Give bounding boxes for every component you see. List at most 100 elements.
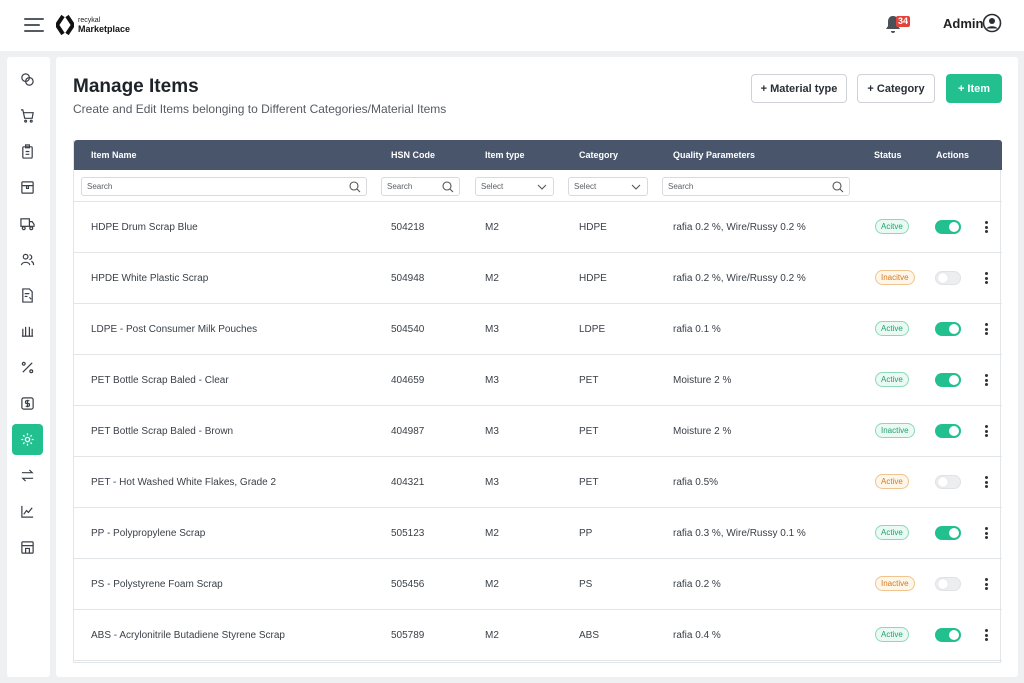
user-name[interactable]: Admin xyxy=(943,16,984,31)
more-options-icon[interactable] xyxy=(981,271,991,285)
item-type-cell: M3 xyxy=(485,477,499,488)
status-badge: Inacitve xyxy=(875,270,915,285)
table-row[interactable]: LDPE - Post Consumer Milk Pouches 504540 M… xyxy=(74,304,1002,355)
column-category[interactable]: Category xyxy=(579,150,619,160)
percent-icon xyxy=(21,361,34,374)
item-name-cell: LDPE - Post Consumer Milk Pouches xyxy=(91,324,258,335)
quality-parameters-cell: Moisture 2 % xyxy=(673,375,732,386)
sidebar-item-transfers[interactable] xyxy=(12,460,43,491)
item-type-cell: M2 xyxy=(485,579,499,590)
hsn-code-cell: 505123 xyxy=(391,528,425,539)
sidebar-item-settings[interactable] xyxy=(12,424,43,455)
coins-icon xyxy=(21,73,34,86)
sidebar-item-invoices[interactable] xyxy=(12,280,43,311)
hsn-code-cell: 505456 xyxy=(391,579,425,590)
enable-toggle[interactable] xyxy=(935,271,961,285)
table-row[interactable]: HDPE Drum Scrap Blue 504218 M2 HDPE rafia 0.… xyxy=(74,202,1002,253)
more-options-icon[interactable] xyxy=(981,628,991,642)
table-row[interactable]: PET - Hot Washed White Flakes, Grade 2 40… xyxy=(74,457,1002,508)
hsn-code-cell: 505789 xyxy=(391,630,425,641)
column-status[interactable]: Status xyxy=(874,150,902,160)
category-cell: ABS xyxy=(579,630,600,641)
toggle-knob xyxy=(938,477,948,487)
enable-toggle[interactable] xyxy=(935,373,961,387)
sidebar-item-orders[interactable] xyxy=(12,136,43,167)
enable-toggle[interactable] xyxy=(935,424,961,438)
sidebar-item-users[interactable] xyxy=(12,244,43,275)
more-options-icon[interactable] xyxy=(981,475,991,489)
sidebar-item-coins[interactable] xyxy=(12,64,43,95)
status-badge: Active xyxy=(875,627,909,642)
hsn-code-search-placeholder: Search xyxy=(387,182,413,191)
add-category-button[interactable]: + Category xyxy=(857,74,935,103)
enable-toggle[interactable] xyxy=(935,220,961,234)
table-row[interactable]: ABS - Acrylonitrile Butadiene Styrene Sc… xyxy=(74,610,1002,661)
item-name-cell: HDPE Drum Scrap Blue xyxy=(91,222,198,233)
table-row[interactable]: HPDE White Plastic Scrap 504948 M2 HDPE rafi… xyxy=(74,253,1002,304)
sidebar-item-payments[interactable] xyxy=(12,388,43,419)
enable-toggle[interactable] xyxy=(935,628,961,642)
page-subtitle: Create and Edit Items belonging to Diffe… xyxy=(73,102,447,116)
search-icon xyxy=(832,181,844,193)
chart-icon xyxy=(21,505,34,518)
truck-icon xyxy=(20,218,35,231)
items-table: Item Name HSN Code Item type Category Qu… xyxy=(73,140,1002,663)
enable-toggle[interactable] xyxy=(935,475,961,489)
item-name-cell: PET - Hot Washed White Flakes, Grade 2 xyxy=(91,477,277,488)
item-type-select[interactable]: Select xyxy=(475,177,554,196)
more-options-icon[interactable] xyxy=(981,322,991,336)
column-item-type[interactable]: Item type xyxy=(485,150,525,160)
sidebar-item-logistics[interactable] xyxy=(12,208,43,239)
status-badge: Active xyxy=(875,525,909,540)
table-header: Item Name HSN Code Item type Category Qu… xyxy=(74,140,1002,170)
sidebar-item-inventory[interactable] xyxy=(12,172,43,203)
user-avatar-icon[interactable] xyxy=(982,13,1002,33)
transfer-icon xyxy=(21,469,34,482)
item-name-search-input[interactable]: Search xyxy=(81,177,367,196)
column-item-name[interactable]: Item Name xyxy=(91,150,137,160)
table-row[interactable]: PP - Polypropylene Scrap 505123 M2 PP rafia … xyxy=(74,508,1002,559)
more-options-icon[interactable] xyxy=(981,220,991,234)
table-row[interactable]: PET Bottle Scrap Baled - Clear 404659 M3 PE… xyxy=(74,355,1002,406)
quality-parameters-cell: rafia 0.1 % xyxy=(673,324,721,335)
hsn-code-search-input[interactable]: Search xyxy=(381,177,460,196)
more-options-icon[interactable] xyxy=(981,424,991,438)
brand-sub: recykal xyxy=(78,16,101,24)
column-hsn-code[interactable]: HSN Code xyxy=(391,150,436,160)
table-row[interactable]: PET Bottle Scrap Baled - Brown 404987 M3 PE… xyxy=(74,406,1002,457)
hsn-code-cell: 504540 xyxy=(391,324,425,335)
quality-parameters-cell: rafia 0.2 %, Wire/Russy 0.2 % xyxy=(673,273,806,284)
category-select[interactable]: Select xyxy=(568,177,648,196)
more-options-icon[interactable] xyxy=(981,373,991,387)
sidebar xyxy=(7,57,50,677)
hsn-code-cell: 404987 xyxy=(391,426,425,437)
page-title: Manage Items xyxy=(73,76,199,97)
item-name-cell: PET Bottle Scrap Baled - Clear xyxy=(91,375,229,386)
column-quality-parameters[interactable]: Quality Parameters xyxy=(673,150,756,160)
table-row[interactable]: PS - Polystyrene Foam Scrap 505456 M2 PS raf… xyxy=(74,559,1002,610)
menu-icon[interactable] xyxy=(24,17,44,33)
settings-icon xyxy=(21,433,34,446)
add-item-button[interactable]: + Item xyxy=(946,74,1002,103)
sidebar-item-recycling[interactable] xyxy=(12,316,43,347)
more-options-icon[interactable] xyxy=(981,526,991,540)
enable-toggle[interactable] xyxy=(935,577,961,591)
category-cell: PP xyxy=(579,528,593,539)
sidebar-item-store[interactable] xyxy=(12,532,43,563)
brand-logo[interactable]: recykal Marketplace xyxy=(56,14,130,36)
enable-toggle[interactable] xyxy=(935,322,961,336)
quality-search-input[interactable]: Search xyxy=(662,177,850,196)
hsn-code-cell: 404321 xyxy=(391,477,425,488)
notification-count-badge: 34 xyxy=(896,16,911,27)
status-badge: Inactive xyxy=(875,423,915,438)
quality-parameters-cell: rafia 0.3 %, Wire/Russy 0.1 % xyxy=(673,528,806,539)
more-options-icon[interactable] xyxy=(981,577,991,591)
sidebar-item-discounts[interactable] xyxy=(12,352,43,383)
enable-toggle[interactable] xyxy=(935,526,961,540)
sidebar-item-cart[interactable] xyxy=(12,100,43,131)
sidebar-item-reports[interactable] xyxy=(12,496,43,527)
add-material-type-button[interactable]: + Material type xyxy=(751,74,847,103)
invoice-icon xyxy=(22,288,33,303)
hsn-code-cell: 504948 xyxy=(391,273,425,284)
toggle-knob xyxy=(949,630,959,640)
